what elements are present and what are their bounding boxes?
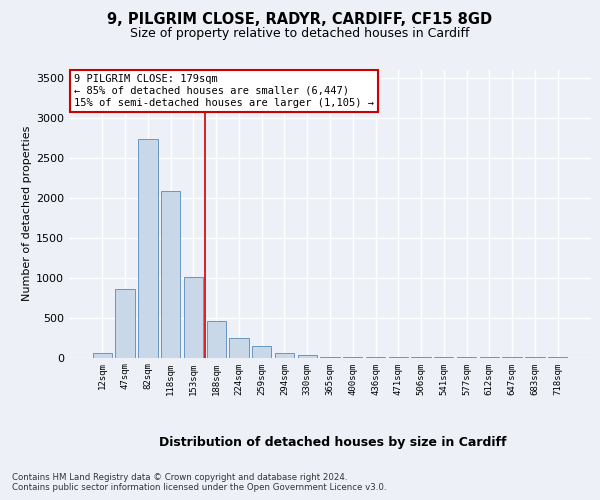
Y-axis label: Number of detached properties: Number of detached properties <box>22 126 32 302</box>
Bar <box>275 352 294 358</box>
Bar <box>161 192 181 358</box>
Bar <box>115 289 135 358</box>
Text: Distribution of detached houses by size in Cardiff: Distribution of detached houses by size … <box>159 436 507 449</box>
Text: 9, PILGRIM CLOSE, RADYR, CARDIFF, CF15 8GD: 9, PILGRIM CLOSE, RADYR, CARDIFF, CF15 8… <box>107 12 493 28</box>
Bar <box>298 355 317 358</box>
Text: Contains public sector information licensed under the Open Government Licence v3: Contains public sector information licen… <box>12 482 386 492</box>
Bar <box>184 277 203 357</box>
Bar <box>93 353 112 358</box>
Bar <box>252 346 271 358</box>
Bar <box>206 321 226 358</box>
Text: Size of property relative to detached houses in Cardiff: Size of property relative to detached ho… <box>130 28 470 40</box>
Text: 9 PILGRIM CLOSE: 179sqm
← 85% of detached houses are smaller (6,447)
15% of semi: 9 PILGRIM CLOSE: 179sqm ← 85% of detache… <box>74 74 374 108</box>
Bar <box>229 338 248 357</box>
Bar <box>320 356 340 358</box>
Bar <box>138 140 158 358</box>
Text: Contains HM Land Registry data © Crown copyright and database right 2024.: Contains HM Land Registry data © Crown c… <box>12 472 347 482</box>
